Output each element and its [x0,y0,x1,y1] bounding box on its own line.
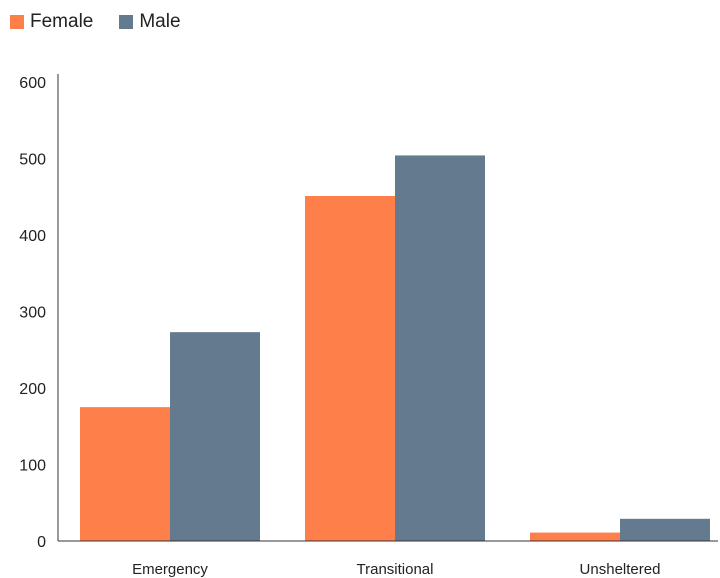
y-tick-label-300: 300 [19,305,46,322]
legend-label-male: Male [139,11,181,32]
y-tick-label-600: 600 [19,75,46,92]
y-tick-label-500: 500 [19,152,46,169]
bar-female-unsheltered [530,532,620,541]
bar-female-emergency [80,407,170,541]
bar-female-transitional [305,195,395,542]
legend-item-male: Male [119,11,181,33]
x-tick-label-transitional: Transitional [357,561,434,578]
y-tick-label-100: 100 [19,458,46,475]
bar-male-unsheltered [620,518,710,541]
bar-male-transitional [395,155,485,541]
chart-legend: Female Male [10,11,207,33]
legend-swatch-female [10,15,24,29]
y-tick-label-0: 0 [37,534,46,551]
legend-swatch-male [119,15,134,29]
legend-label-female: Female [30,11,94,32]
bar-male-emergency [170,332,260,541]
y-tick-label-200: 200 [19,381,46,398]
legend-item-female: Female [10,11,93,33]
x-tick-label-emergency: Emergency [132,561,208,578]
x-tick-label-unsheltered: Unsheltered [580,561,661,578]
y-tick-label-400: 400 [19,228,46,245]
